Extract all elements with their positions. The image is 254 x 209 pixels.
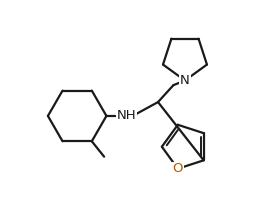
Text: N: N [179,74,189,87]
Text: NH: NH [116,110,136,122]
Text: O: O [172,162,182,175]
